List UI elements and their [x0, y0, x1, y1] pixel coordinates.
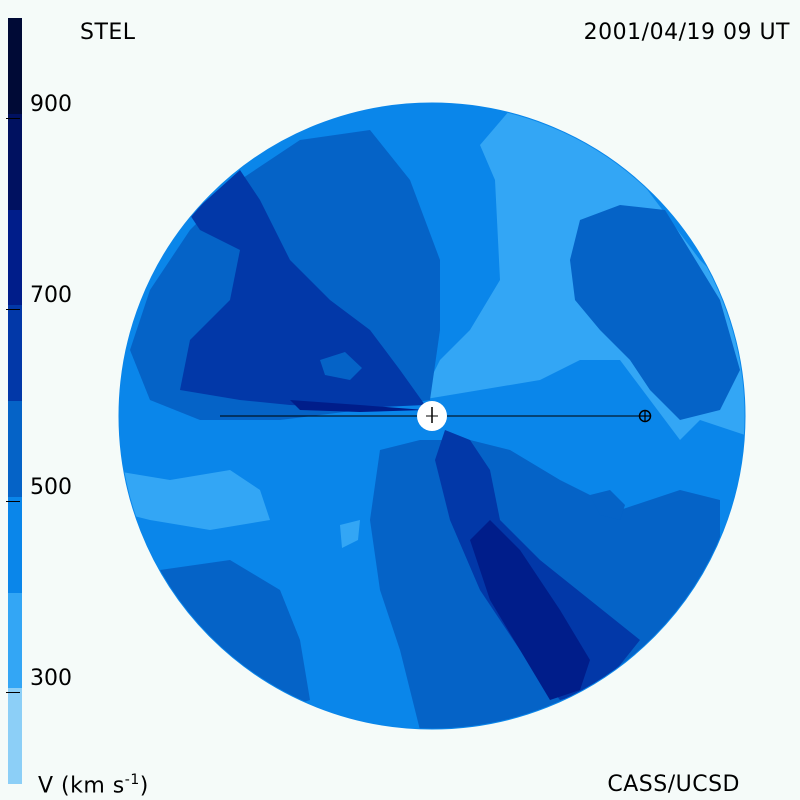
sun-symbol: [417, 401, 447, 431]
contour-darkest-lower: [470, 520, 590, 700]
colorbar-tick: [6, 500, 20, 502]
contour-dark-upper-left: [180, 170, 425, 408]
contour-small-spot: [320, 352, 362, 380]
velocity-colorbar: [8, 18, 22, 784]
colorbar-tick-label: 900: [30, 91, 72, 117]
colorbar-band: [8, 592, 22, 689]
credit-label: CASS/UCSD: [607, 772, 740, 797]
colorbar-tick: [6, 309, 20, 311]
timestamp: 2001/04/19 09 UT: [583, 20, 790, 45]
colorbar-tick: [6, 692, 20, 694]
colorbar-tick: [6, 117, 20, 119]
colorbar-band: [8, 209, 22, 306]
colorbar-band: [8, 401, 22, 497]
contour-light-left: [119, 470, 270, 530]
colorbar-tick-label: 500: [30, 474, 72, 500]
colorbar-band: [8, 688, 22, 784]
contour-darkest-streak: [290, 400, 425, 412]
colorbar-band: [8, 18, 22, 114]
contour-darkest-spot: [590, 490, 625, 520]
contour-dark-lower: [435, 430, 640, 700]
earth-symbol: [638, 409, 652, 423]
source-label: STEL: [80, 20, 136, 45]
contour-medium-upper-right: [570, 205, 740, 420]
disk-rim: [118, 102, 746, 730]
colorbar-band: [8, 496, 22, 593]
colorbar-tick-label: 700: [30, 283, 72, 309]
unit-label: V (km s-1): [38, 772, 149, 799]
colorbar-band: [8, 305, 22, 401]
contour-light-spot: [340, 520, 360, 548]
colorbar-band: [8, 113, 22, 210]
colorbar-tick-label: 300: [30, 666, 72, 692]
